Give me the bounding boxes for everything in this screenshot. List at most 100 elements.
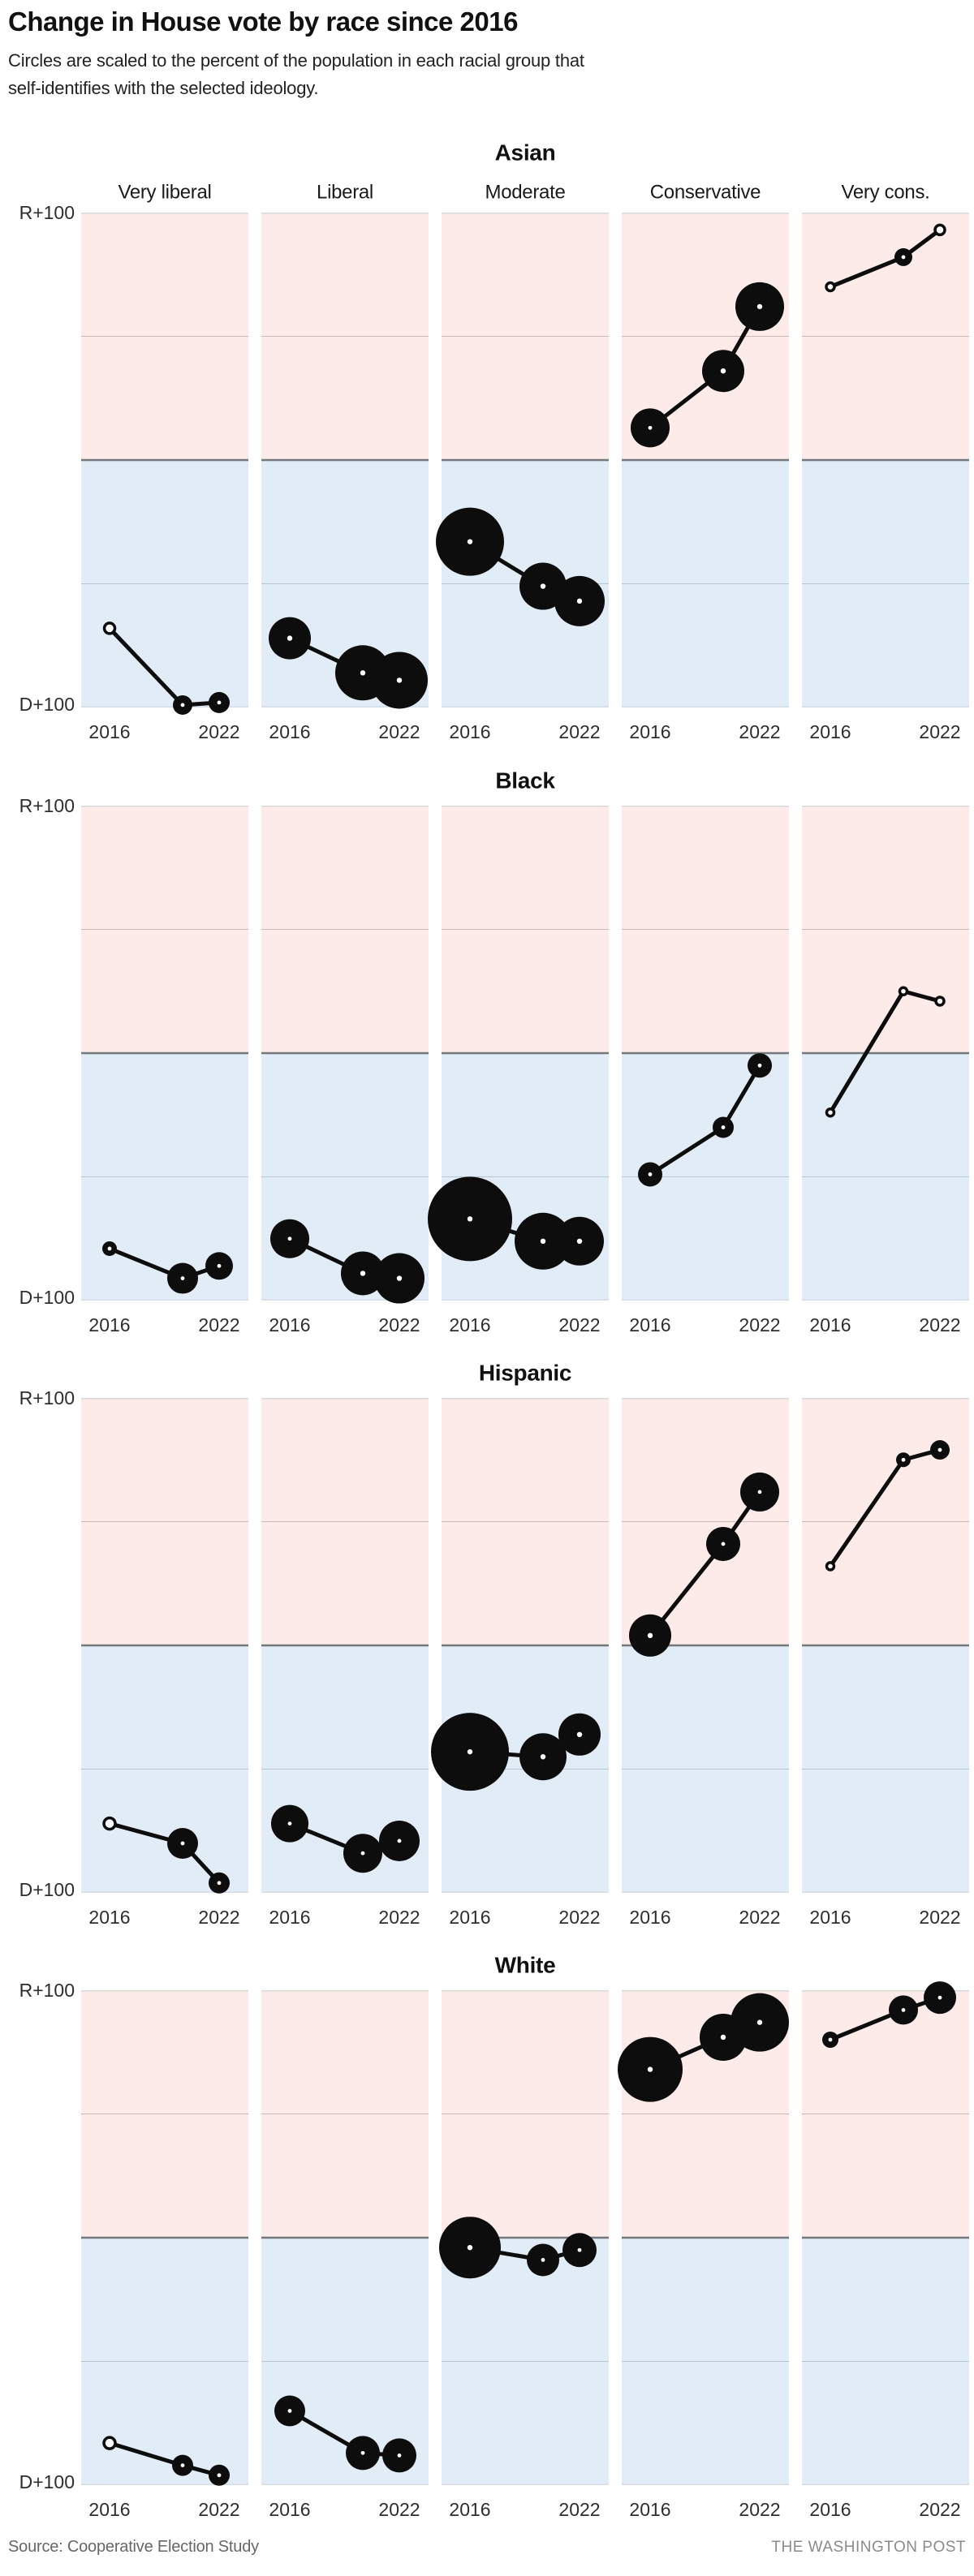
- data-point-center-dot: [937, 1995, 942, 2000]
- data-point-ring-2016: [825, 1107, 836, 1118]
- data-point-center-dot: [828, 2037, 833, 2042]
- data-point-center-dot: [576, 598, 583, 604]
- x-tick-label-2022: 2022: [919, 2499, 960, 2520]
- x-tick-label-2016: 2016: [88, 2499, 130, 2520]
- data-point-center-dot: [576, 1731, 583, 1737]
- data-point-center-dot: [360, 1271, 366, 1276]
- data-point-center-dot: [217, 1263, 222, 1268]
- x-tick-label-2016: 2016: [269, 1907, 310, 1928]
- x-tick-label-2022: 2022: [919, 1314, 960, 1335]
- data-point-center-dot: [467, 539, 473, 544]
- data-point-center-dot: [720, 368, 726, 374]
- x-tick-label-2016: 2016: [449, 721, 490, 742]
- data-point-center-dot: [396, 677, 403, 683]
- data-point-center-dot: [287, 2409, 292, 2413]
- x-tick-label-2022: 2022: [739, 1907, 780, 1928]
- source-note: Source: Cooperative Election Study: [8, 2538, 259, 2556]
- x-tick-label-2022: 2022: [558, 1314, 600, 1335]
- panel-black-liberal: 2016 2022: [261, 806, 429, 1335]
- x-tick-label-2022: 2022: [378, 1314, 420, 1335]
- y-axis-label-top: R+100: [19, 202, 75, 223]
- x-tick-label-2022: 2022: [198, 1907, 239, 1928]
- x-tick-label-2016: 2016: [809, 1314, 851, 1335]
- data-point-center-dot: [217, 2473, 222, 2478]
- x-tick-label-2016: 2016: [809, 721, 851, 742]
- data-point-ring-2016: [102, 1816, 117, 1831]
- data-point-center-dot: [180, 2463, 185, 2468]
- data-point-center-dot: [107, 1246, 112, 1251]
- x-tick-label-2022: 2022: [558, 721, 600, 742]
- data-point-center-dot: [647, 1632, 653, 1639]
- data-point-center-dot: [287, 635, 293, 641]
- x-tick-label-2022: 2022: [739, 1314, 780, 1335]
- x-tick-label-2016: 2016: [809, 1907, 851, 1928]
- ideology-header: Conservative: [650, 181, 761, 203]
- x-tick-label-2016: 2016: [88, 1314, 130, 1335]
- panel-asian-moderate: Moderate 2016 2022: [436, 181, 609, 742]
- x-tick-label-2022: 2022: [378, 2499, 420, 2520]
- panel-black-moderate: 2016 2022: [428, 806, 609, 1335]
- data-point-center-dot: [467, 1216, 473, 1222]
- panel-black-conservative: 2016 2022: [622, 806, 789, 1335]
- race-row-hispanic: Hispanic R+100 D+100 2016 2022 2016 2022 2016 20…: [19, 1360, 969, 1928]
- x-tick-label-2016: 2016: [449, 1907, 490, 1928]
- y-axis-label-bottom: D+100: [19, 694, 75, 715]
- data-point-center-dot: [467, 2245, 473, 2251]
- data-point-center-dot: [217, 700, 222, 705]
- data-point-center-dot: [756, 303, 763, 310]
- data-point-center-dot: [756, 2019, 763, 2025]
- x-tick-label-2016: 2016: [449, 2499, 490, 2520]
- data-point-center-dot: [180, 1276, 185, 1280]
- data-point-center-dot: [397, 1838, 402, 1843]
- panel-hispanic-liberal: 2016 2022: [261, 1398, 429, 1928]
- race-title: Asian: [495, 140, 556, 165]
- data-point-center-dot: [180, 1841, 185, 1846]
- data-point-center-dot: [180, 703, 185, 707]
- y-axis-label-bottom: D+100: [19, 1287, 75, 1308]
- x-tick-label-2016: 2016: [449, 1314, 490, 1335]
- x-tick-label-2016: 2016: [809, 2499, 851, 2520]
- publisher-credit: THE WASHINGTON POST: [771, 2539, 966, 2556]
- data-point-center-dot: [467, 1748, 473, 1755]
- y-axis-label-bottom: D+100: [19, 2471, 75, 2492]
- x-tick-label-2022: 2022: [739, 2499, 780, 2520]
- panel-asian-liberal: Liberal 2016 2022: [261, 181, 429, 742]
- x-tick-label-2016: 2016: [88, 721, 130, 742]
- x-tick-label-2022: 2022: [378, 721, 420, 742]
- x-tick-label-2022: 2022: [558, 2499, 600, 2520]
- data-point-center-dot: [360, 2450, 365, 2455]
- data-point-ring-2016: [102, 621, 117, 635]
- x-tick-label-2016: 2016: [629, 2499, 670, 2520]
- x-tick-label-2016: 2016: [269, 1314, 310, 1335]
- panel-asian-very-liberal: Very liberal 2016 2022: [81, 181, 248, 742]
- x-tick-label-2022: 2022: [198, 2499, 239, 2520]
- x-tick-label-2022: 2022: [378, 1907, 420, 1928]
- y-axis-label-top: R+100: [19, 1387, 75, 1408]
- ideology-header: Moderate: [485, 181, 566, 203]
- data-point-center-dot: [648, 1172, 653, 1176]
- x-tick-label-2022: 2022: [198, 1314, 239, 1335]
- x-tick-label-2016: 2016: [629, 1314, 670, 1335]
- panel-asian-very-cons: Very cons. 2016 2022: [802, 181, 969, 742]
- data-point-center-dot: [757, 1063, 762, 1068]
- panel-hispanic-moderate: 2016 2022: [431, 1398, 609, 1928]
- panel-hispanic-very-cons: 2016 2022: [802, 1398, 969, 1928]
- data-point-center-dot: [360, 1851, 365, 1856]
- panel-white-conservative: 2016 2022: [618, 1990, 789, 2520]
- data-point-center-dot: [396, 1275, 403, 1281]
- data-point-center-dot: [901, 2008, 906, 2012]
- data-point-center-dot: [576, 1238, 583, 1245]
- ideology-header: Very cons.: [841, 181, 929, 203]
- data-point-center-dot: [647, 2066, 653, 2072]
- x-tick-label-2022: 2022: [558, 1907, 600, 1928]
- x-tick-label-2022: 2022: [919, 721, 960, 742]
- data-point-center-dot: [217, 1881, 222, 1886]
- race-title: Hispanic: [479, 1360, 571, 1385]
- race-title: Black: [495, 768, 555, 793]
- x-tick-label-2022: 2022: [739, 721, 780, 742]
- y-axis-label-bottom: D+100: [19, 1879, 75, 1900]
- data-point-center-dot: [360, 670, 366, 676]
